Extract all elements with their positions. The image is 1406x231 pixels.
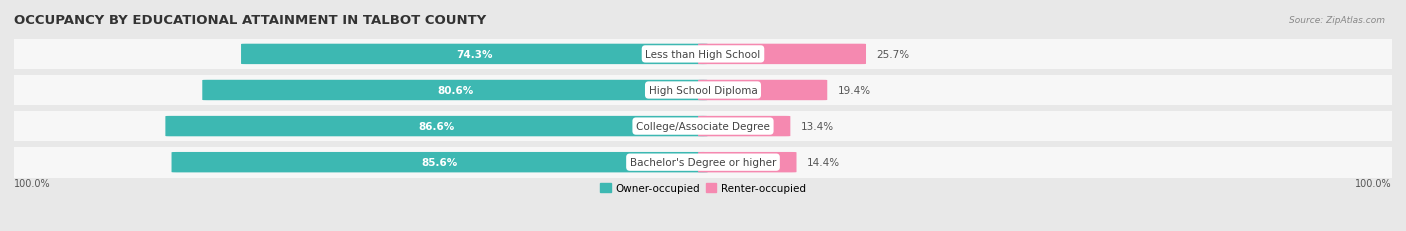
FancyBboxPatch shape xyxy=(14,111,1392,142)
Text: 100.0%: 100.0% xyxy=(1355,178,1392,188)
FancyBboxPatch shape xyxy=(202,80,709,101)
Text: Source: ZipAtlas.com: Source: ZipAtlas.com xyxy=(1289,16,1385,25)
Text: 14.4%: 14.4% xyxy=(807,158,839,167)
Text: 80.6%: 80.6% xyxy=(437,86,474,96)
Text: 25.7%: 25.7% xyxy=(876,50,910,60)
FancyBboxPatch shape xyxy=(172,152,709,173)
Text: 85.6%: 85.6% xyxy=(422,158,458,167)
Text: 100.0%: 100.0% xyxy=(14,178,51,188)
FancyBboxPatch shape xyxy=(14,75,1392,106)
FancyBboxPatch shape xyxy=(697,116,790,137)
FancyBboxPatch shape xyxy=(697,152,796,173)
Text: 74.3%: 74.3% xyxy=(456,50,492,60)
FancyBboxPatch shape xyxy=(240,45,709,65)
Text: OCCUPANCY BY EDUCATIONAL ATTAINMENT IN TALBOT COUNTY: OCCUPANCY BY EDUCATIONAL ATTAINMENT IN T… xyxy=(14,14,486,27)
Text: Less than High School: Less than High School xyxy=(645,50,761,60)
Text: 13.4%: 13.4% xyxy=(801,122,834,131)
Text: High School Diploma: High School Diploma xyxy=(648,86,758,96)
FancyBboxPatch shape xyxy=(14,40,1392,70)
Text: 19.4%: 19.4% xyxy=(838,86,870,96)
Legend: Owner-occupied, Renter-occupied: Owner-occupied, Renter-occupied xyxy=(596,179,810,197)
FancyBboxPatch shape xyxy=(166,116,709,137)
FancyBboxPatch shape xyxy=(14,147,1392,178)
Text: 86.6%: 86.6% xyxy=(419,122,454,131)
FancyBboxPatch shape xyxy=(697,45,866,65)
Text: Bachelor's Degree or higher: Bachelor's Degree or higher xyxy=(630,158,776,167)
Text: College/Associate Degree: College/Associate Degree xyxy=(636,122,770,131)
FancyBboxPatch shape xyxy=(697,80,827,101)
